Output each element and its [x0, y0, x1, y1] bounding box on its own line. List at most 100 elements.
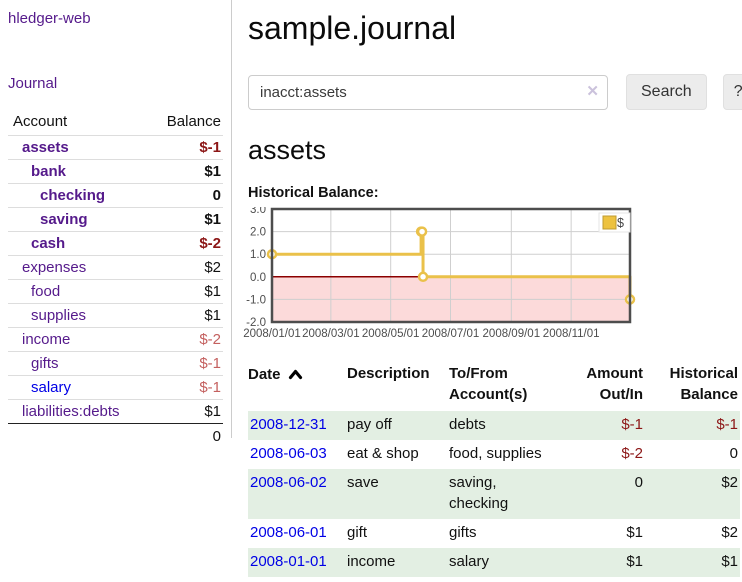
svg-text:-2.0: -2.0 — [246, 317, 266, 329]
transaction-description: eat & shop — [347, 444, 419, 462]
register-col-amount: Amount Out/In — [586, 365, 643, 403]
register-col-description: Description — [347, 365, 430, 382]
register-col-date[interactable]: Date — [248, 361, 347, 411]
account-link[interactable]: food — [31, 283, 61, 300]
svg-text:2008/09/01: 2008/09/01 — [483, 328, 541, 340]
account-balance: $2 — [146, 255, 223, 280]
account-link[interactable]: cash — [31, 235, 66, 252]
accounts-total-row: 0 — [8, 423, 223, 448]
transaction-row: 2008-06-02 save saving, checking 0 $2 — [248, 468, 740, 519]
transaction-amount: $1 — [626, 524, 643, 541]
account-row: expenses $2 — [8, 255, 223, 280]
account-link[interactable]: gifts — [31, 355, 59, 372]
account-balance: $-1 — [146, 351, 223, 376]
app-brand-link[interactable]: hledger-web — [8, 10, 91, 27]
page-title: sample.journal — [248, 10, 457, 46]
account-balance: 0 — [146, 183, 223, 208]
svg-text:3.0: 3.0 — [250, 207, 266, 216]
accounts-col-account: Account — [13, 113, 68, 130]
transaction-description: save — [347, 473, 379, 491]
account-row: bank $1 — [8, 159, 223, 184]
account-link[interactable]: assets — [22, 139, 69, 156]
transaction-row: 2008-06-03 eat & shop food, supplies $-2 0 — [248, 440, 740, 469]
account-balance: $1 — [146, 399, 223, 424]
transaction-description: gift — [347, 524, 368, 541]
account-row: food $1 — [8, 279, 223, 304]
historical-balance-chart: $3.0 2.0 1.0 0.0 -1.0 -2.0 2008/01/01 2008/03/0… — [236, 204, 742, 341]
transaction-description: pay off — [347, 416, 392, 433]
account-link[interactable]: checking — [40, 187, 106, 204]
chart-title: Historical Balance: — [248, 185, 379, 201]
transaction-row: 2008-06-01 gift gifts $1 $2 — [248, 519, 740, 548]
sidebar-item-journal[interactable]: Journal — [8, 75, 58, 92]
transaction-accounts: saving, checking — [449, 473, 509, 513]
transaction-amount: 0 — [634, 473, 643, 491]
transaction-date-link[interactable]: 2008-01-01 — [250, 552, 327, 570]
account-link[interactable]: liabilities:debts — [22, 403, 120, 420]
register-header-row: Date Description To/From Account(s) Amou… — [248, 361, 740, 411]
accounts-header-row: Account Balance — [8, 110, 223, 136]
transaction-date-link[interactable]: 2008-06-03 — [250, 444, 327, 462]
account-balance: $-1 — [146, 375, 223, 400]
search-input-wrap: ✕ — [248, 74, 608, 110]
transaction-balance: 0 — [729, 444, 738, 462]
transaction-amount: $-1 — [621, 416, 643, 433]
search-help-button[interactable]: ? — [722, 74, 742, 110]
account-link[interactable]: saving — [40, 211, 88, 228]
account-balance: $1 — [146, 159, 223, 184]
svg-text:$: $ — [617, 216, 624, 230]
register-col-balance: Historical Balance — [669, 365, 738, 403]
account-link[interactable]: salary — [31, 379, 72, 396]
transaction-description: income — [347, 552, 396, 570]
transaction-row: 2008-12-31 pay off debts $-1 $-1 — [248, 411, 740, 440]
account-row: salary $-1 — [8, 375, 223, 400]
account-row: checking 0 — [8, 183, 223, 208]
svg-text:2008/01/01: 2008/01/01 — [243, 328, 301, 340]
transaction-accounts: debts — [449, 416, 486, 433]
transaction-accounts: food, supplies — [449, 444, 542, 462]
account-link[interactable]: bank — [31, 163, 67, 180]
search-form: ✕ Search ? — [248, 74, 742, 110]
svg-text:2008/05/01: 2008/05/01 — [362, 328, 420, 340]
account-row: assets $-1 — [8, 135, 223, 160]
account-balance: $-2 — [146, 327, 223, 352]
svg-text:2008/03/01: 2008/03/01 — [302, 328, 360, 340]
account-link[interactable]: supplies — [31, 307, 87, 324]
transaction-balance: $2 — [721, 473, 738, 491]
transaction-date-link[interactable]: 2008-06-01 — [250, 524, 327, 541]
account-link[interactable]: income — [22, 331, 71, 348]
svg-text:2008/07/01: 2008/07/01 — [422, 328, 480, 340]
account-row: gifts $-1 — [8, 351, 223, 376]
svg-text:2.0: 2.0 — [250, 227, 266, 239]
account-row: liabilities:debts $1 — [8, 399, 223, 424]
account-link[interactable]: expenses — [22, 259, 87, 276]
account-heading: assets — [248, 135, 327, 165]
account-row: saving $1 — [8, 207, 223, 232]
account-balance: $-1 — [146, 135, 223, 160]
transaction-accounts: salary — [449, 552, 490, 570]
account-balance: $-2 — [146, 231, 223, 256]
transaction-balance: $2 — [721, 524, 738, 541]
svg-text:1.0: 1.0 — [250, 249, 266, 261]
accounts-table: Account Balance assets $-1 bank $1 checking 0… — [8, 110, 223, 448]
transaction-date-link[interactable]: 2008-06-02 — [250, 473, 327, 491]
search-button[interactable]: Search — [626, 74, 707, 110]
register-table: Date Description To/From Account(s) Amou… — [248, 361, 740, 577]
sidebar: hledger-web Journal Account Balance asse… — [0, 0, 232, 448]
main-content: sample.journal ✕ Search ? assets Histori… — [232, 0, 742, 577]
svg-text:2008/11/01: 2008/11/01 — [543, 328, 600, 340]
account-row: income $-2 — [8, 327, 223, 352]
sort-ascending-icon — [288, 365, 303, 386]
spacer — [8, 423, 147, 448]
search-input[interactable] — [248, 74, 608, 110]
transaction-accounts: gifts — [449, 524, 477, 541]
accounts-col-balance: Balance — [166, 113, 221, 130]
clear-search-icon[interactable]: ✕ — [586, 82, 599, 100]
account-balance: $1 — [146, 207, 223, 232]
transaction-date-link[interactable]: 2008-12-31 — [250, 416, 327, 433]
account-balance: $1 — [146, 279, 223, 304]
svg-text:-1.0: -1.0 — [246, 294, 266, 306]
account-balance: $1 — [146, 303, 223, 328]
transaction-balance: $1 — [721, 552, 738, 570]
